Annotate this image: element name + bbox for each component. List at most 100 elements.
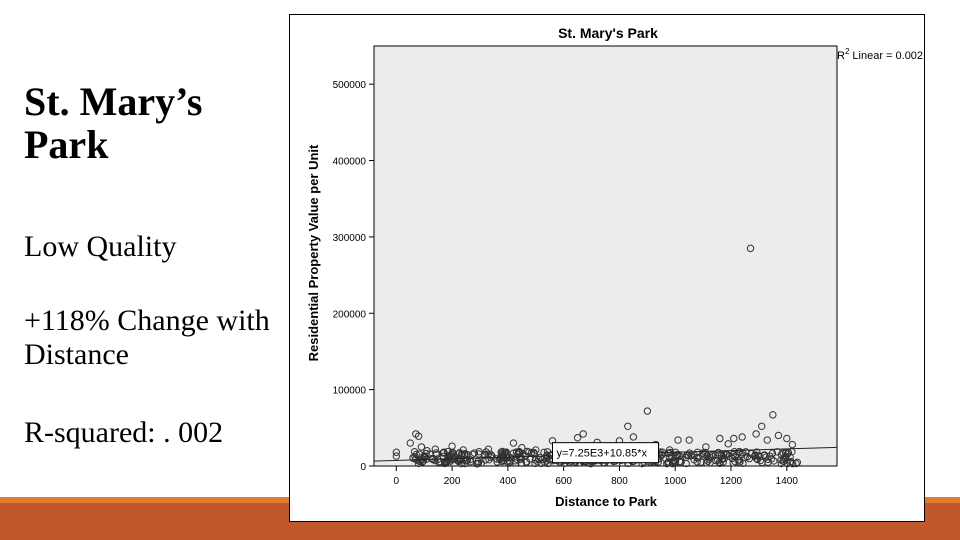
data-point (668, 459, 677, 468)
legend-r: R (837, 50, 845, 62)
x-tick-label: 400 (500, 476, 517, 487)
data-point (677, 458, 685, 466)
data-point (769, 411, 777, 419)
data-point (674, 436, 682, 444)
data-point (760, 451, 769, 459)
data-point (719, 458, 727, 466)
data-point (643, 407, 652, 415)
data-point (484, 445, 493, 453)
data-point (509, 439, 518, 447)
change-text: +118% Change with Distance (24, 304, 270, 371)
x-tick-label: 800 (611, 476, 628, 487)
data-point (419, 457, 428, 465)
data-point (463, 450, 471, 459)
data-point (664, 459, 673, 467)
data-point (682, 453, 690, 461)
data-point (738, 433, 746, 441)
data-point (774, 431, 783, 440)
data-point (530, 448, 538, 457)
data-point (764, 455, 772, 464)
data-point (414, 432, 423, 440)
data-point (475, 450, 483, 458)
y-tick-label: 400000 (333, 157, 367, 168)
data-point (731, 452, 739, 461)
data-point (724, 440, 732, 448)
data-point (730, 434, 738, 443)
x-tick-label: 1200 (720, 476, 743, 487)
data-point (503, 457, 511, 466)
data-point (717, 451, 726, 459)
data-point (498, 447, 507, 456)
data-point (751, 451, 760, 460)
data-point (716, 459, 724, 468)
plot-area (373, 45, 838, 467)
data-point (440, 448, 448, 456)
legend-linear: Linear = 0.002 (852, 50, 923, 62)
data-point (706, 458, 714, 467)
data-point (446, 456, 454, 464)
data-point (392, 452, 401, 460)
y-axis: 0 100000 200000 300000 400000 500000 (333, 80, 374, 473)
x-axis-label: Distance to Park (555, 494, 658, 509)
data-point (506, 458, 514, 466)
quality-text: Low Quality (24, 230, 177, 263)
data-point (788, 440, 797, 449)
y-tick-label: 500000 (333, 80, 367, 91)
data-point (750, 452, 759, 460)
data-point (629, 433, 638, 441)
data-point (507, 454, 516, 462)
scatter-chart: St. Mary's Park 010000020000030000040000… (306, 25, 923, 509)
data-point (784, 449, 793, 457)
data-point (459, 446, 467, 454)
data-point (701, 448, 710, 457)
data-point (757, 422, 766, 430)
data-point (777, 456, 785, 464)
data-point (779, 449, 787, 457)
data-point (756, 456, 765, 465)
data-point (432, 449, 440, 457)
slide-title: St. Mary’s Park (24, 79, 203, 167)
data-point (485, 455, 493, 464)
data-point (783, 434, 791, 443)
data-point (448, 442, 456, 450)
data-point (698, 449, 707, 457)
rsquared-text: R-squared: . 002 (24, 416, 224, 449)
data-point (509, 449, 518, 457)
data-point (746, 244, 755, 253)
chart-frame: St. Mary's Park 0 100000 200000 300000 40000… (289, 14, 925, 522)
y-tick-label: 0 (360, 462, 366, 473)
fit-label: y=7.25E3+10.85*x (552, 442, 660, 464)
x-axis: 0 200 400 600 800 1000 1200 1400 (394, 466, 799, 487)
y-tick-label: 100000 (333, 386, 367, 397)
data-point (544, 459, 552, 468)
data-point (470, 449, 479, 457)
data-point (474, 459, 482, 468)
data-point (693, 448, 702, 457)
data-point (694, 453, 703, 462)
data-point (716, 434, 724, 443)
data-point (624, 422, 632, 430)
legend-r-exponent: 2 (845, 47, 850, 56)
chart-title: St. Mary's Park (558, 25, 658, 41)
data-point (517, 459, 526, 467)
data-point (792, 459, 800, 468)
data-point (447, 450, 456, 458)
y-axis-label: Residential Property Value per Unit (306, 144, 321, 361)
x-tick-label: 1400 (776, 476, 799, 487)
data-point (423, 447, 431, 455)
x-tick-label: 1000 (664, 476, 687, 487)
data-point (693, 458, 701, 466)
data-point (522, 458, 530, 466)
x-tick-label: 0 (394, 476, 400, 487)
data-point (541, 458, 549, 467)
data-point (431, 445, 440, 453)
data-point (741, 453, 749, 462)
y-tick-label: 300000 (333, 233, 367, 244)
data-point (532, 446, 540, 454)
data-point (783, 459, 792, 468)
fit-label-text: y=7.25E3+10.85*x (557, 448, 648, 460)
data-point (573, 434, 582, 442)
data-point (500, 448, 508, 457)
data-point (735, 448, 743, 456)
data-point (665, 446, 674, 454)
